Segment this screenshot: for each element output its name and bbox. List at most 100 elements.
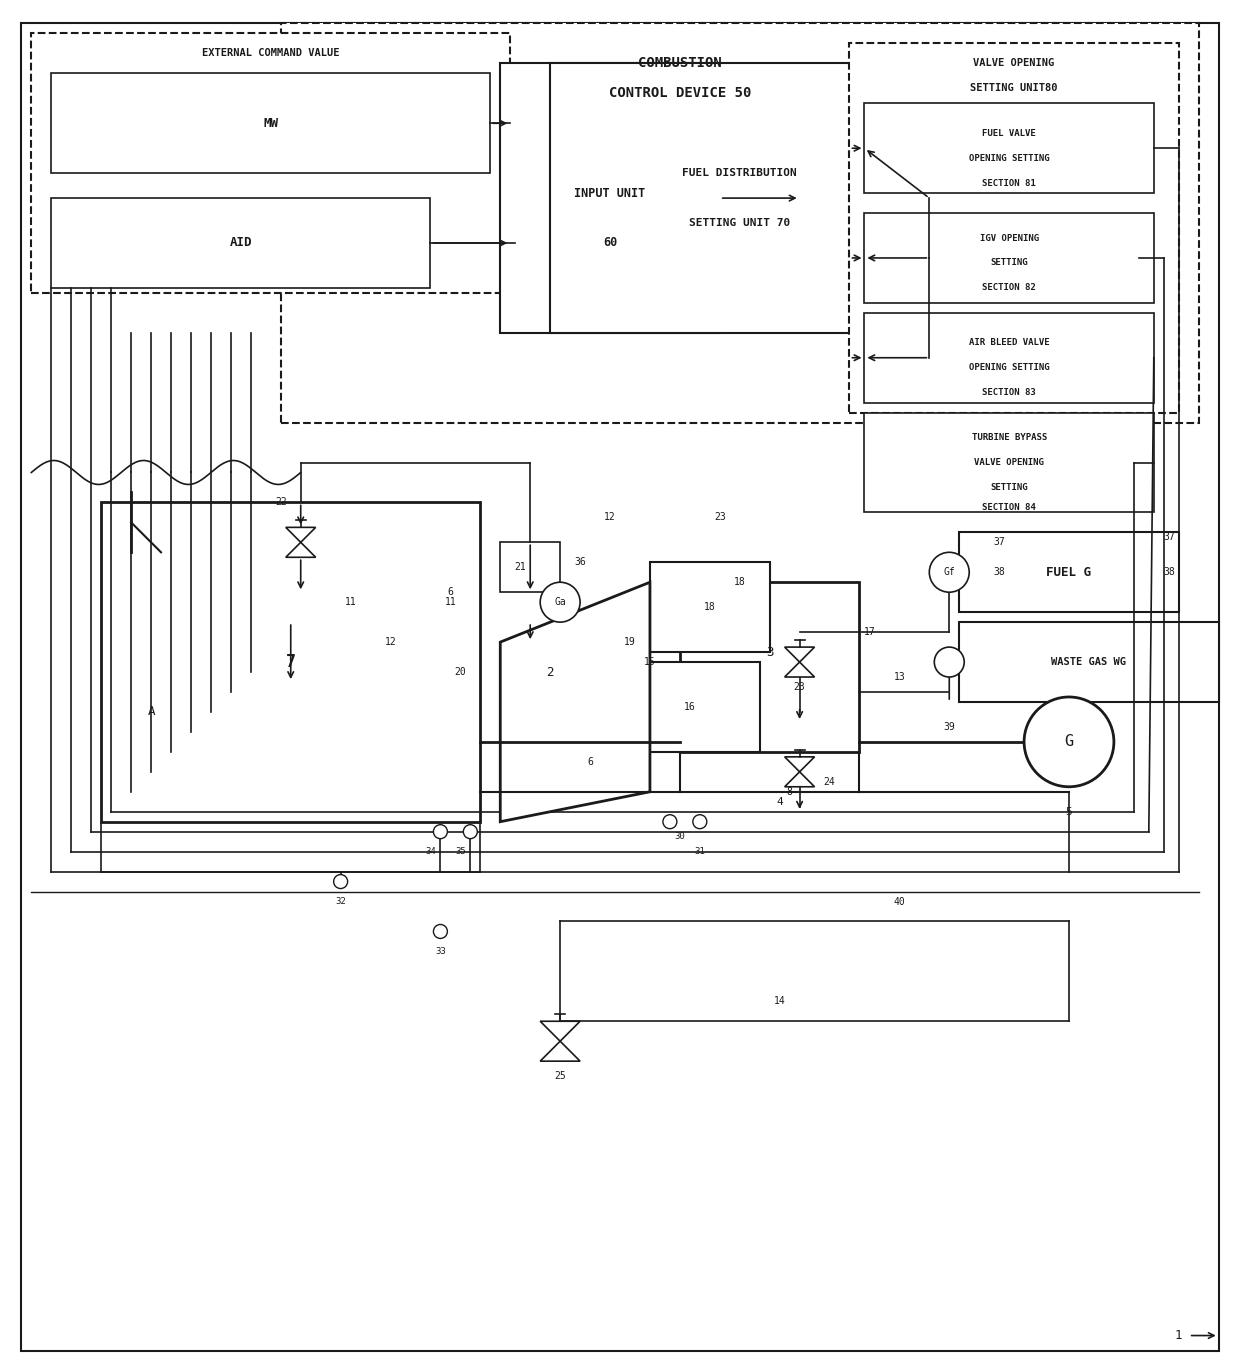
Text: 6: 6	[587, 757, 593, 767]
Bar	[680, 582, 859, 752]
Bar	[500, 542, 560, 593]
Text: 38: 38	[1163, 567, 1174, 578]
Bar	[960, 622, 1219, 702]
Text: 24: 24	[823, 777, 836, 786]
Text: 12: 12	[604, 512, 616, 523]
Text: SECTION 82: SECTION 82	[982, 284, 1035, 292]
Bar	[864, 313, 1153, 402]
Text: 1: 1	[1176, 1329, 1183, 1342]
Text: AID: AID	[229, 236, 252, 250]
Polygon shape	[785, 663, 815, 676]
Text: SETTING UNIT 70: SETTING UNIT 70	[689, 218, 790, 228]
Text: IGV OPENING: IGV OPENING	[980, 233, 1039, 243]
Text: 11: 11	[444, 597, 456, 608]
Text: VALVE OPENING: VALVE OPENING	[975, 458, 1044, 466]
Text: SECTION 81: SECTION 81	[982, 178, 1035, 188]
Polygon shape	[541, 1021, 580, 1041]
Text: OPENING SETTING: OPENING SETTING	[968, 364, 1049, 372]
Text: 36: 36	[574, 557, 587, 567]
Bar	[849, 44, 1179, 413]
Text: 33: 33	[435, 947, 445, 956]
Bar	[620, 663, 760, 752]
Bar	[51, 198, 430, 288]
Bar	[650, 563, 770, 652]
Text: 19: 19	[624, 637, 636, 648]
Text: 35: 35	[455, 847, 466, 856]
Text: AIR BLEED VALVE: AIR BLEED VALVE	[968, 339, 1049, 347]
Text: OPENING SETTING: OPENING SETTING	[968, 154, 1049, 163]
Text: 34: 34	[425, 847, 435, 856]
Text: WASTE GAS WG: WASTE GAS WG	[1052, 657, 1126, 667]
Bar	[102, 502, 480, 822]
Circle shape	[334, 874, 347, 889]
Text: 37: 37	[1163, 532, 1174, 542]
Text: 39: 39	[944, 722, 955, 731]
Polygon shape	[541, 1041, 580, 1061]
Text: TURBINE BYPASS: TURBINE BYPASS	[971, 434, 1047, 442]
Text: 5: 5	[1065, 807, 1073, 816]
Text: 21: 21	[515, 563, 526, 572]
Text: 6: 6	[448, 587, 454, 597]
Text: 17: 17	[863, 627, 875, 637]
Polygon shape	[785, 648, 815, 663]
Text: 18: 18	[704, 602, 715, 612]
Text: 12: 12	[384, 637, 397, 648]
Bar	[31, 33, 510, 292]
Text: 14: 14	[774, 996, 785, 1006]
Text: 25: 25	[554, 1072, 565, 1081]
Text: 23: 23	[714, 512, 725, 523]
Text: SETTING UNIT80: SETTING UNIT80	[971, 84, 1058, 93]
Bar	[864, 213, 1153, 303]
Text: 16: 16	[684, 702, 696, 712]
Text: 40: 40	[894, 896, 905, 907]
Text: 22: 22	[275, 498, 286, 508]
Text: 60: 60	[603, 236, 618, 250]
Circle shape	[934, 557, 965, 587]
Text: 18: 18	[734, 578, 745, 587]
Bar	[51, 73, 490, 173]
Text: Ga: Ga	[554, 597, 565, 608]
Bar	[500, 63, 719, 333]
Circle shape	[434, 925, 448, 938]
Bar	[551, 63, 929, 333]
Text: 2: 2	[547, 665, 554, 679]
Circle shape	[434, 825, 448, 838]
Text: INPUT UNIT: INPUT UNIT	[574, 187, 646, 199]
Text: 15: 15	[644, 657, 656, 667]
Text: 7: 7	[285, 653, 295, 671]
Circle shape	[464, 825, 477, 838]
Circle shape	[541, 582, 580, 622]
Polygon shape	[285, 527, 316, 542]
Text: SETTING: SETTING	[991, 483, 1028, 493]
Text: COMBUSTION: COMBUSTION	[639, 56, 722, 70]
Text: CONTROL DEVICE 50: CONTROL DEVICE 50	[609, 86, 751, 100]
Circle shape	[929, 553, 970, 593]
Text: FUEL VALVE: FUEL VALVE	[982, 129, 1035, 137]
Text: 32: 32	[335, 897, 346, 906]
Circle shape	[934, 648, 965, 676]
Text: MW: MW	[263, 117, 278, 130]
Text: EXTERNAL COMMAND VALUE: EXTERNAL COMMAND VALUE	[202, 48, 340, 59]
Text: 31: 31	[694, 847, 706, 856]
Text: SECTION 84: SECTION 84	[982, 504, 1035, 512]
Text: 13: 13	[894, 672, 905, 682]
Text: VALVE OPENING: VALVE OPENING	[973, 59, 1055, 69]
Text: 3: 3	[766, 646, 774, 659]
Bar	[864, 413, 1153, 512]
Text: 4: 4	[776, 797, 782, 807]
Text: G: G	[1064, 734, 1074, 749]
Circle shape	[663, 815, 677, 829]
Text: FUEL DISTRIBUTION: FUEL DISTRIBUTION	[682, 169, 797, 178]
Polygon shape	[785, 772, 815, 786]
Text: 23: 23	[794, 682, 806, 691]
Text: 8: 8	[786, 786, 792, 797]
Text: 30: 30	[675, 833, 686, 841]
Text: A: A	[148, 705, 155, 719]
Text: FUEL G: FUEL G	[1047, 565, 1091, 579]
Text: SETTING: SETTING	[991, 258, 1028, 268]
Polygon shape	[785, 757, 815, 772]
Text: 11: 11	[345, 597, 356, 608]
Bar	[960, 532, 1179, 612]
Circle shape	[1024, 697, 1114, 786]
Text: SECTION 83: SECTION 83	[982, 388, 1035, 397]
